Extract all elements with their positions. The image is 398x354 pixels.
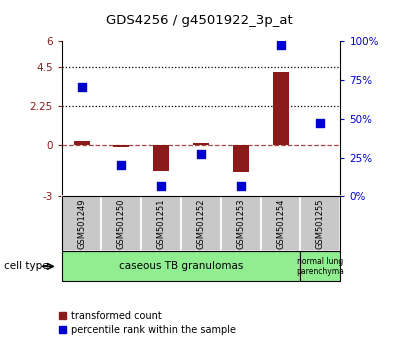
Point	[277, 42, 284, 48]
Text: GSM501249: GSM501249	[77, 199, 86, 249]
Bar	[312, 144, 328, 145]
Point	[118, 162, 125, 168]
Text: GSM501255: GSM501255	[316, 199, 325, 249]
Text: GSM501251: GSM501251	[157, 199, 166, 249]
Text: normal lung
parenchyma: normal lung parenchyma	[297, 257, 344, 276]
Point	[78, 85, 85, 90]
Bar	[193, 143, 209, 144]
Text: GSM501253: GSM501253	[236, 199, 245, 249]
Text: GSM501252: GSM501252	[197, 199, 205, 249]
Text: cell type: cell type	[4, 261, 49, 272]
Bar	[113, 144, 129, 147]
Bar	[233, 144, 249, 172]
Point	[317, 120, 324, 126]
Bar	[74, 141, 90, 144]
Point	[238, 183, 244, 188]
Text: GSM501250: GSM501250	[117, 199, 126, 249]
Text: GDS4256 / g4501922_3p_at: GDS4256 / g4501922_3p_at	[105, 14, 293, 27]
Point	[198, 152, 204, 157]
Bar	[273, 72, 289, 144]
Bar	[153, 144, 169, 171]
Legend: transformed count, percentile rank within the sample: transformed count, percentile rank withi…	[59, 311, 236, 335]
Text: caseous TB granulomas: caseous TB granulomas	[119, 261, 243, 272]
Text: GSM501254: GSM501254	[276, 199, 285, 249]
Point	[158, 183, 164, 188]
